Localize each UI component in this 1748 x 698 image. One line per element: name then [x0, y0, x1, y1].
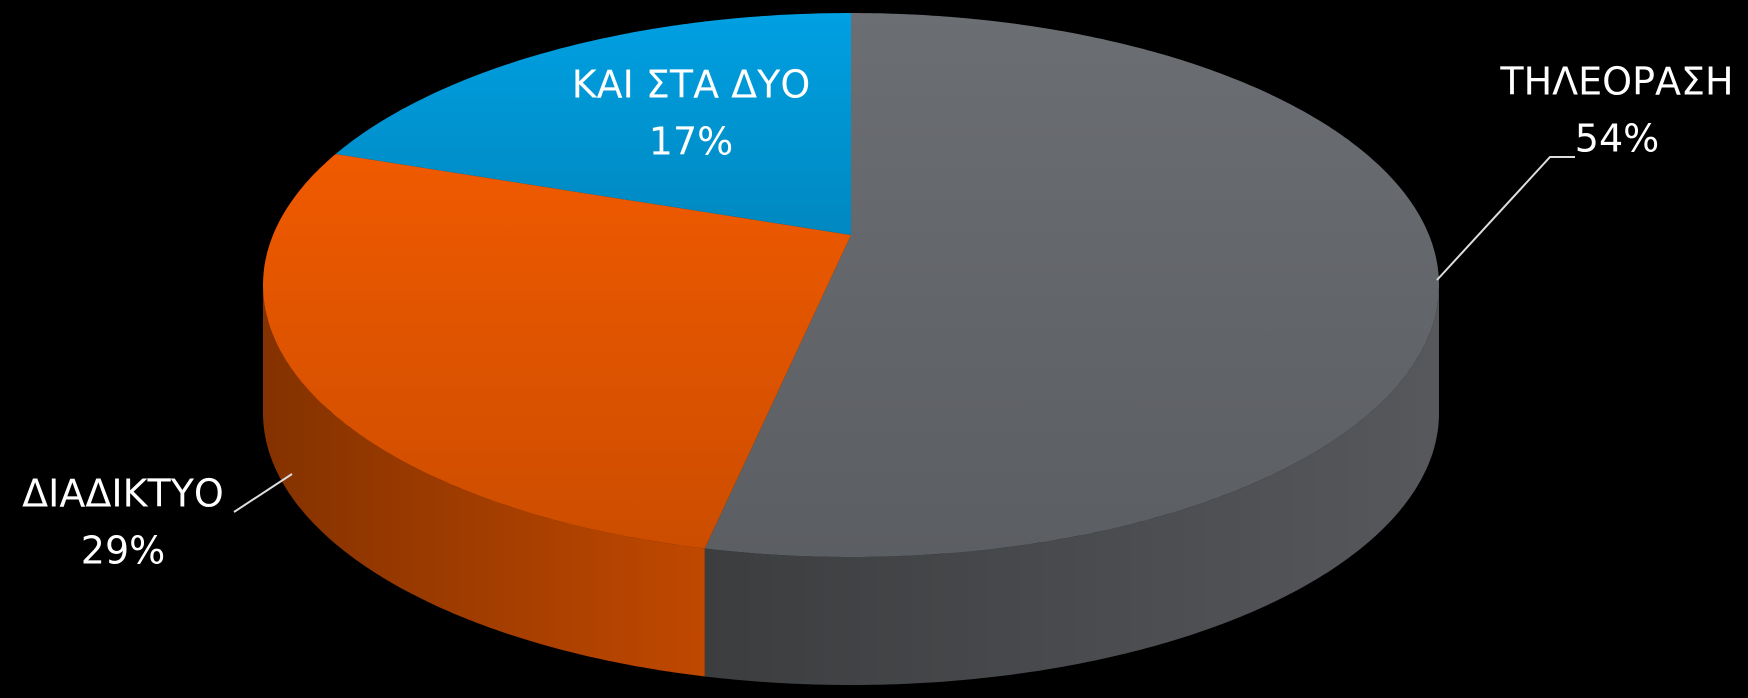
pie-tops: [263, 13, 1439, 557]
labels: ΤΗΛΕΟΡΑΣΗ 54% ΔΙΑΔΙΚΤΥΟ 29% ΚΑΙ ΣΤΑ ΔΥΟ 17%: [22, 60, 1733, 573]
slice: [704, 13, 1439, 557]
pie-sides: [263, 285, 1439, 685]
slice-side: [704, 285, 1439, 685]
leader-line: [1436, 156, 1575, 281]
value-label: 54%: [1575, 117, 1659, 161]
value-label: 17%: [649, 120, 733, 164]
category-label: ΔΙΑΔΙΚΤΥΟ: [22, 472, 224, 516]
slice: [263, 154, 851, 549]
slice-side: [263, 285, 705, 677]
value-label: 29%: [81, 529, 165, 573]
slice: [335, 13, 851, 235]
category-label: ΤΗΛΕΟΡΑΣΗ: [1499, 60, 1733, 104]
category-label: ΚΑΙ ΣΤΑ ΔΥΟ: [572, 63, 811, 107]
leader-line: [233, 473, 293, 513]
